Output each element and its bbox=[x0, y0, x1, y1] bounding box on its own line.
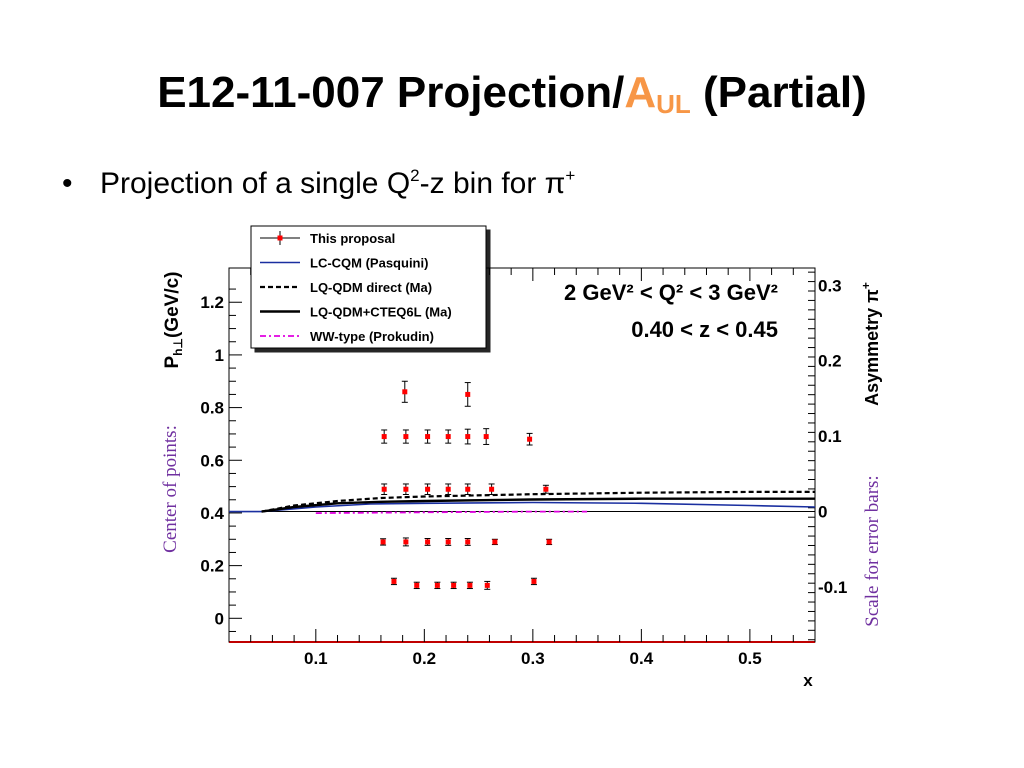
x-tick-label: 0.2 bbox=[413, 649, 437, 668]
data-point bbox=[465, 486, 471, 492]
bin-label-z: 0.40 < z < 0.45 bbox=[631, 317, 778, 342]
bullet-text-a: Projection of a single Q bbox=[100, 167, 411, 200]
x-tick-label: 0.3 bbox=[521, 649, 545, 668]
legend-box bbox=[250, 225, 487, 349]
legend-label-this-proposal: This proposal bbox=[310, 231, 395, 246]
chart-legend: This proposal LC-CQM (Pasquini) LQ-QDM dir… bbox=[250, 225, 487, 349]
x-tick-label: 0.4 bbox=[630, 649, 654, 668]
data-point bbox=[414, 582, 420, 588]
data-point bbox=[425, 486, 431, 492]
curve-ww-type-prokudin bbox=[315, 510, 588, 514]
y2-axis-label-sup: + bbox=[859, 282, 873, 289]
curve-lq-qdm-direct-ma bbox=[261, 490, 815, 513]
data-point bbox=[543, 486, 549, 492]
left-annotation: Center of points: bbox=[160, 425, 181, 553]
data-point bbox=[425, 434, 431, 440]
data-point bbox=[465, 434, 471, 440]
title-main: E12-11-007 Projection/ bbox=[157, 68, 625, 117]
y2-axis-label: Asymmetry π+ bbox=[859, 282, 882, 406]
y2-tick-label: 0.2 bbox=[818, 352, 842, 371]
data-point bbox=[527, 436, 533, 442]
legend-label-lc-cqm-pasquini: LC-CQM (Pasquini) bbox=[310, 256, 428, 271]
y-axis-label: Ph⊥(GeV/c) bbox=[162, 271, 185, 368]
legend-label-ww-type-prokudin: WW-type (Prokudin) bbox=[310, 329, 434, 344]
y2-axis-label-main: Asymmetry π bbox=[862, 289, 882, 406]
data-point bbox=[484, 582, 490, 588]
data-point bbox=[445, 486, 451, 492]
legend-label-lq-qdm-cteq6l-ma: LQ-QDM+CTEQ6L (Ma) bbox=[310, 305, 452, 320]
data-point bbox=[546, 539, 552, 545]
data-points bbox=[380, 380, 553, 590]
y-tick-label: 0.8 bbox=[200, 399, 224, 418]
y-axis-label-sub: h⊥ bbox=[171, 338, 185, 356]
y-tick-label: 0.4 bbox=[200, 504, 224, 523]
y2-tick-label: 0.1 bbox=[818, 427, 842, 446]
x-axis-label: x bbox=[803, 671, 813, 690]
y2-tick-label: -0.1 bbox=[818, 578, 847, 597]
data-point bbox=[465, 539, 471, 545]
bullet-item: • Projection of a single Q2-z bin for π+ bbox=[62, 166, 575, 201]
x-tick-label: 0.1 bbox=[304, 649, 328, 668]
title-accent-letter: A bbox=[624, 68, 657, 117]
data-point bbox=[381, 434, 387, 440]
data-point bbox=[380, 539, 386, 545]
data-point bbox=[445, 434, 451, 440]
y2-tick-label: 0 bbox=[818, 503, 827, 522]
data-point bbox=[492, 539, 498, 545]
curve-lq-qdm-cteq6l-ma bbox=[261, 497, 815, 513]
y-tick-label: 0.2 bbox=[200, 557, 224, 576]
data-point bbox=[483, 434, 489, 440]
y2-tick-label: 0.3 bbox=[818, 276, 842, 295]
data-point bbox=[434, 582, 440, 588]
bullet-marker: • bbox=[62, 167, 73, 200]
data-point bbox=[403, 486, 409, 492]
title-accent-subscript: UL bbox=[656, 89, 691, 119]
data-point bbox=[451, 582, 457, 588]
y-tick-label: 1.2 bbox=[200, 293, 224, 312]
bullet-text-b: -z bin for π bbox=[419, 167, 566, 200]
plot-frame bbox=[228, 267, 816, 643]
axis-ticks: 0.1 0.2 0.3 0.4 0.5 0 0.2 0.4 0.6 0.8 1 1.2 -0.1 0 0.1… bbox=[200, 268, 847, 668]
data-point bbox=[381, 486, 387, 492]
y-tick-label: 1 bbox=[215, 346, 224, 365]
data-point bbox=[403, 434, 409, 440]
data-point bbox=[391, 578, 397, 584]
slide-title: E12-11-007 Projection/AUL (Partial) bbox=[0, 68, 1024, 120]
bin-label-q2: 2 GeV² < Q² < 3 GeV² bbox=[564, 280, 778, 305]
data-point bbox=[467, 582, 473, 588]
title-end: (Partial) bbox=[690, 68, 867, 117]
legend-marker-this-proposal bbox=[277, 235, 283, 241]
data-point bbox=[445, 539, 451, 545]
bullet-sup-b: + bbox=[565, 166, 576, 185]
model-curves bbox=[229, 490, 816, 514]
y-axis-label-main: P bbox=[162, 356, 183, 369]
data-point bbox=[403, 539, 409, 545]
data-point bbox=[465, 391, 471, 397]
title-accent: AUL bbox=[624, 68, 691, 119]
data-point bbox=[531, 578, 537, 584]
y-tick-label: 0 bbox=[215, 609, 224, 628]
right-annotation: Scale for error bars: bbox=[862, 475, 883, 627]
y-tick-label: 0.6 bbox=[200, 451, 224, 470]
legend-label-lq-qdm-direct-ma: LQ-QDM direct (Ma) bbox=[310, 280, 432, 295]
y-axis-label-rest: (GeV/c) bbox=[162, 271, 183, 338]
bullet-sup-a: 2 bbox=[410, 166, 420, 185]
data-point bbox=[489, 486, 495, 492]
data-point bbox=[425, 539, 431, 545]
x-tick-label: 0.5 bbox=[738, 649, 762, 668]
data-point bbox=[402, 389, 408, 395]
